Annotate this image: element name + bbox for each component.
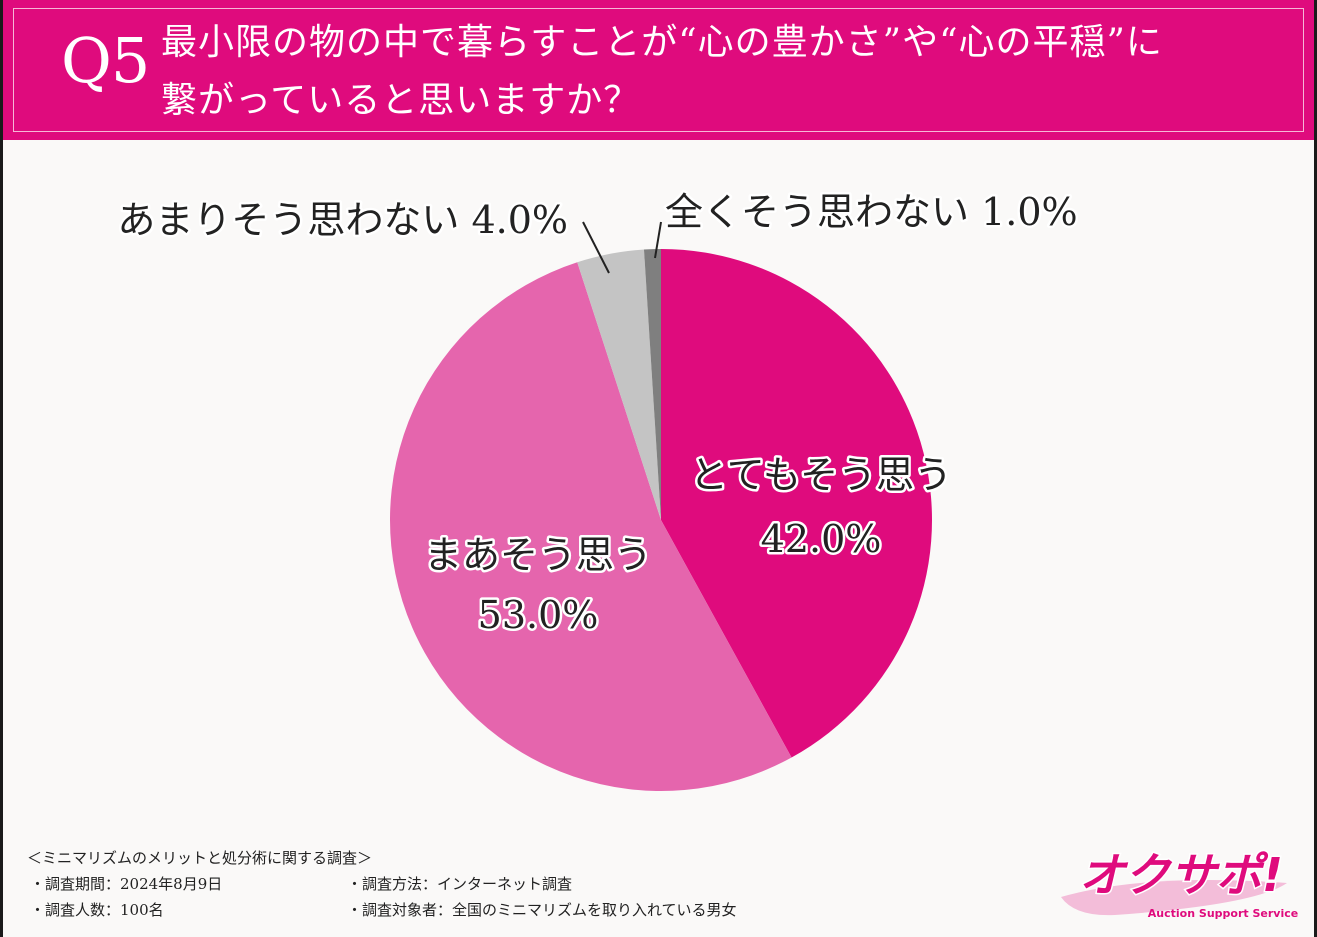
logo-subtext: Auction Support Service [1148, 907, 1298, 920]
survey-period: ・調査期間：2024年8月9日 [30, 875, 223, 893]
logo-text: オクサポ! [1079, 848, 1283, 902]
infographic-frame: Q5 最小限の物の中で暮らすことが“心の豊かさ”や“心の平穏”に 繋がっていると… [3, 0, 1314, 937]
survey-count: ・調査人数：100名 [30, 901, 164, 919]
header-border [13, 8, 1304, 132]
question-text: 最小限の物の中で暮らすことが“心の豊かさ”や“心の平穏”に 繋がっていると思いま… [161, 14, 1271, 130]
slice-label-4: 全くそう思わない 1.0% [665, 190, 1078, 234]
slice-label-name-1: とてもそう思う [690, 453, 952, 497]
leader-line-slice3 [582, 221, 610, 274]
leader-line-slice4 [654, 221, 662, 259]
survey-method: ・調査方法：インターネット調査 [347, 875, 573, 893]
survey-title: ＜ミニマリズムのメリットと処分術に関する調査＞ [27, 849, 373, 867]
logo-swoosh [1061, 880, 1287, 916]
question-number: Q5 [61, 24, 150, 97]
slice-label-name-2: まあそう思う [424, 533, 652, 577]
slice-label-value-2: 53.0% [478, 593, 599, 637]
pie-slice-2 [390, 262, 792, 791]
slice-label-3: あまりそう思わない 4.0% [117, 198, 568, 242]
question-line-1: 最小限の物の中で暮らすことが“心の豊かさ”や“心の平穏”に [161, 22, 1163, 63]
question-header: Q5 最小限の物の中で暮らすことが“心の豊かさ”や“心の平穏”に 繋がっていると… [3, 0, 1314, 140]
pie-chart: とてもそう思う 42.0% まあそう思う 53.0% あまりそう思わない 4.0… [115, 188, 1080, 791]
pie-slices [390, 249, 932, 791]
pie-slice-1 [661, 249, 932, 758]
question-line-2: 繋がっていると思いますか？ [161, 80, 641, 121]
slice-label-value-1: 42.0% [761, 517, 882, 561]
pie-slice-3 [577, 249, 661, 520]
brand-logo: オクサポ! Auction Support Service [1061, 847, 1298, 920]
pie-slice-4 [643, 249, 661, 520]
survey-target: ・調査対象者：全国のミニマリズムを取り入れている男女 [347, 901, 737, 919]
